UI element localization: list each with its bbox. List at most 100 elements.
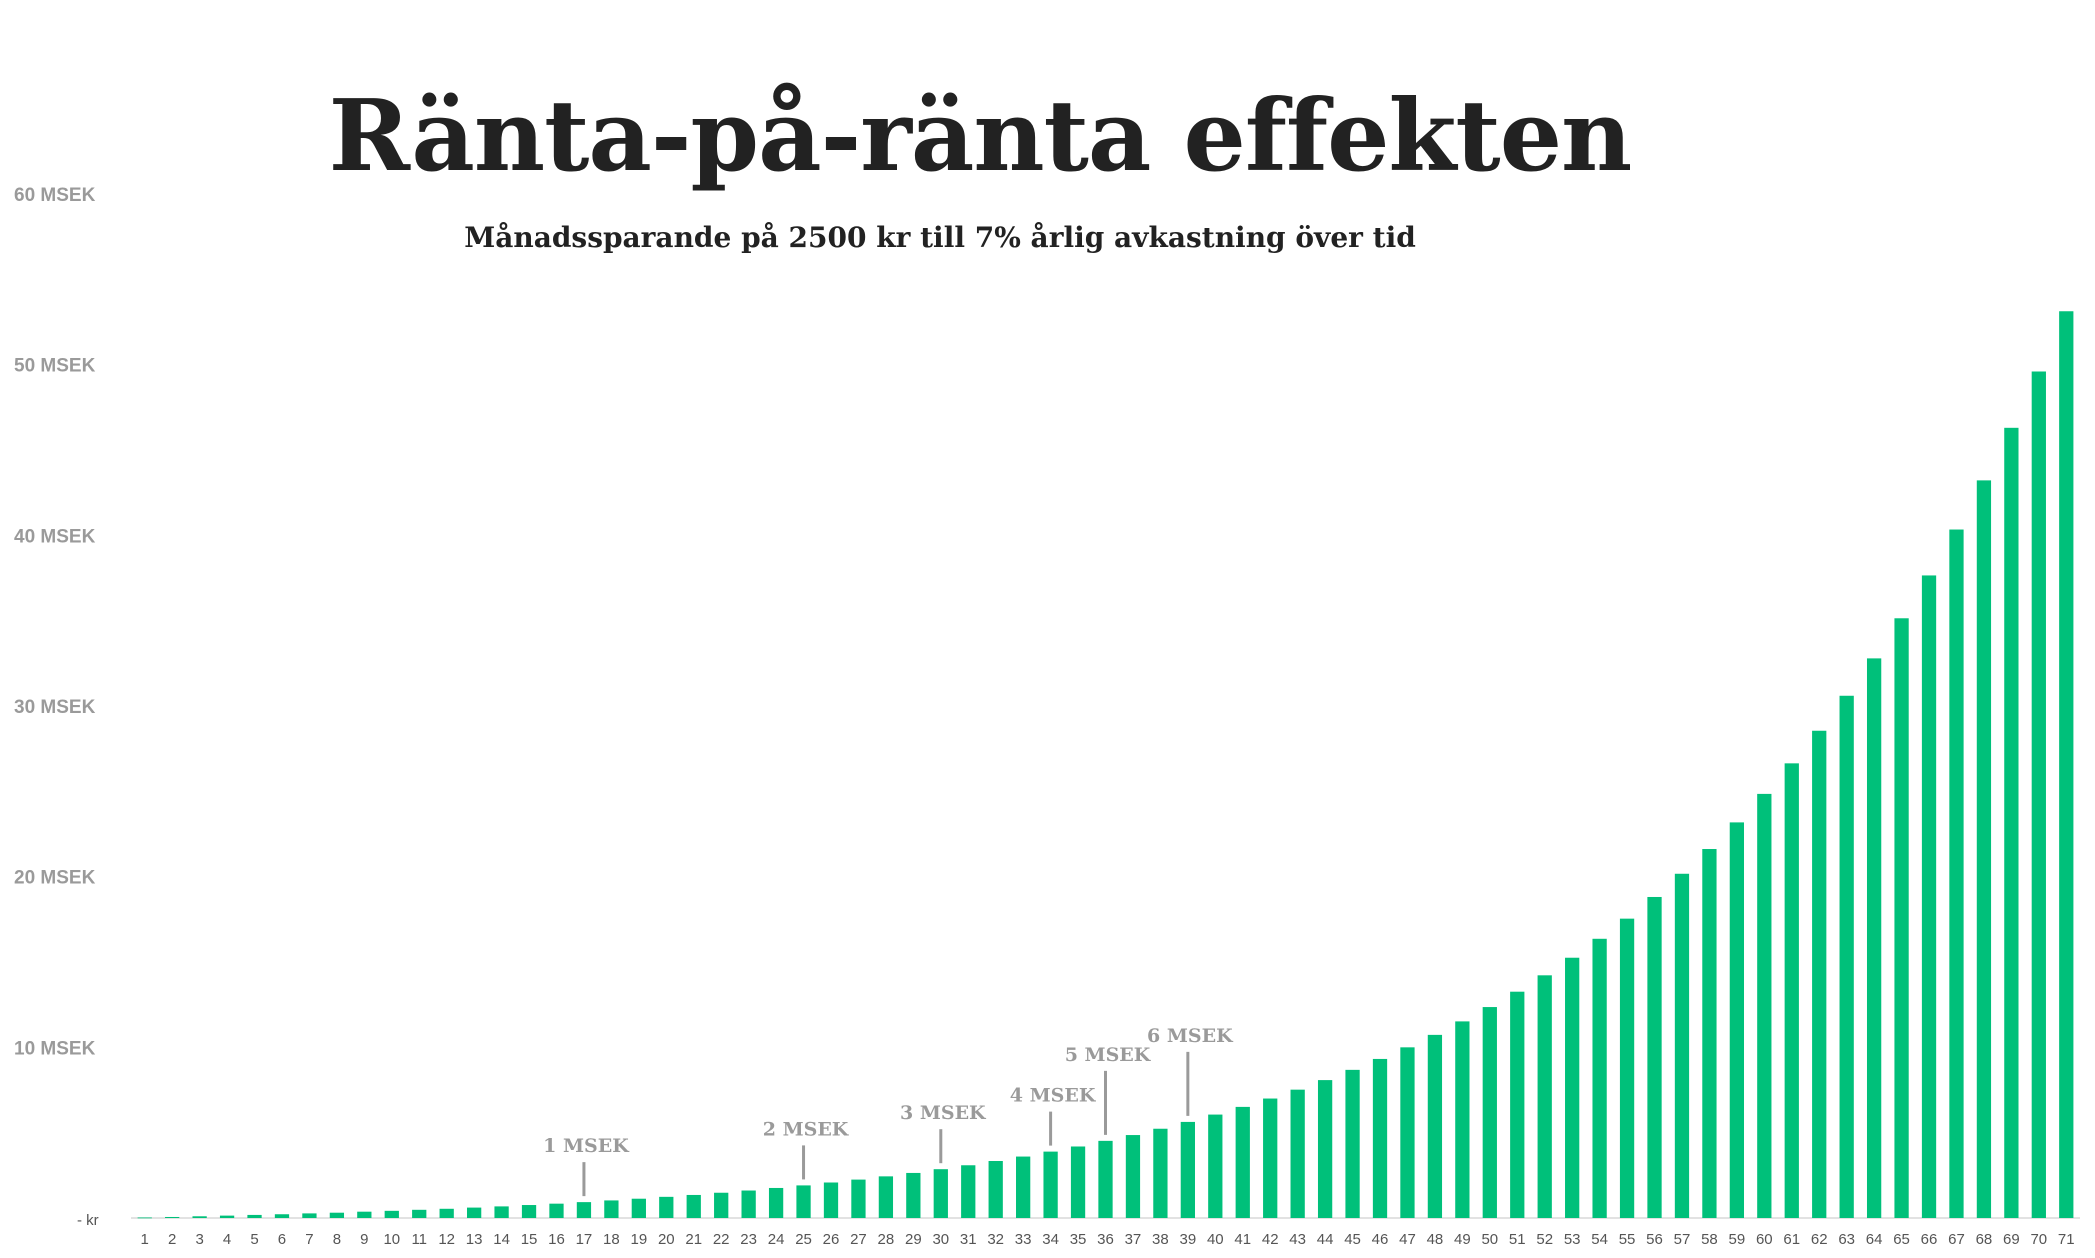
x-tick-label: 3 <box>195 1231 203 1248</box>
x-tick-label: 15 <box>521 1231 538 1248</box>
bar <box>384 1210 399 1218</box>
x-tick-label: 25 <box>795 1231 812 1248</box>
annotation-label: 5 MSEK <box>1065 1044 1152 1066</box>
bar <box>137 1217 152 1219</box>
bar <box>906 1172 921 1218</box>
bar <box>1070 1146 1086 1218</box>
bar <box>1647 896 1662 1218</box>
x-tick-label: 10 <box>383 1231 400 1248</box>
bar <box>1235 1106 1250 1218</box>
bar <box>219 1215 235 1218</box>
x-tick-label: 47 <box>1399 1231 1416 1248</box>
bar <box>1098 1140 1113 1218</box>
bar <box>1894 618 1909 1218</box>
bar <box>357 1211 372 1218</box>
bar <box>659 1196 674 1218</box>
x-tick-label: 56 <box>1646 1231 1663 1248</box>
x-tick-label: 37 <box>1125 1231 1142 1248</box>
bar <box>2004 427 2019 1218</box>
y-tick-label: 10 MSEK <box>14 1038 96 1059</box>
x-tick-label: 11 <box>411 1231 427 1248</box>
x-tick-label: 34 <box>1042 1231 1059 1248</box>
x-tick-label: 68 <box>1976 1231 1993 1248</box>
x-tick-label: 64 <box>1866 1231 1883 1248</box>
bar <box>1812 730 1827 1218</box>
bar <box>1784 763 1799 1218</box>
x-tick-label: 61 <box>1783 1231 1800 1248</box>
bar <box>247 1214 262 1218</box>
y-axis: - kr 10 MSEK 20 MSEK 30 MSEK 40 MSEK 50 MSEK 6… <box>14 185 99 1229</box>
bar <box>466 1207 482 1218</box>
x-tick-label: 59 <box>1729 1231 1746 1248</box>
bar <box>1317 1080 1333 1218</box>
bar <box>1016 1156 1031 1218</box>
bar <box>1949 529 1964 1218</box>
x-tick-label: 66 <box>1921 1231 1938 1248</box>
x-tick-label: 8 <box>333 1231 341 1248</box>
y-tick-label: 20 MSEK <box>14 868 96 889</box>
x-tick-label: 33 <box>1015 1231 1032 1248</box>
x-tick-label: 44 <box>1317 1231 1334 1248</box>
bar <box>1839 695 1854 1218</box>
y-tick-label: - kr <box>77 1212 99 1229</box>
bar <box>1592 938 1607 1218</box>
bar <box>165 1216 180 1218</box>
x-tick-label: 58 <box>1701 1231 1718 1248</box>
x-tick-label: 35 <box>1070 1231 1087 1248</box>
bar <box>1674 873 1690 1218</box>
bar <box>2059 311 2074 1218</box>
x-tick-label: 43 <box>1289 1231 1306 1248</box>
x-tick-label: 53 <box>1564 1231 1581 1248</box>
x-tick-label: 17 <box>576 1231 593 1248</box>
bar <box>576 1202 592 1218</box>
x-tick-label: 5 <box>250 1231 258 1248</box>
bar <box>1372 1058 1388 1218</box>
x-tick-label: 13 <box>466 1231 483 1248</box>
x-tick-label: 23 <box>740 1231 757 1248</box>
bar <box>1043 1151 1058 1218</box>
bar <box>1619 918 1635 1218</box>
x-tick-label: 21 <box>685 1231 702 1248</box>
x-tick-label: 51 <box>1509 1231 1526 1248</box>
x-tick-label: 28 <box>878 1231 895 1248</box>
bar <box>1400 1047 1415 1218</box>
y-tick-label: 30 MSEK <box>14 697 96 718</box>
x-tick-label: 38 <box>1152 1231 1169 1248</box>
x-tick-label: 65 <box>1893 1231 1910 1248</box>
bar <box>1125 1135 1141 1218</box>
x-tick-label: 20 <box>658 1231 675 1248</box>
bar <box>2031 371 2046 1218</box>
x-tick-label: 32 <box>987 1231 1004 1248</box>
x-tick-label: 55 <box>1619 1231 1636 1248</box>
x-tick-label: 9 <box>360 1231 368 1248</box>
bar <box>1290 1089 1305 1218</box>
x-tick-label: 45 <box>1344 1231 1361 1248</box>
x-tick-label: 29 <box>905 1231 922 1248</box>
bar <box>851 1179 866 1218</box>
bar <box>686 1194 701 1218</box>
chart-title: Ränta-på-ränta effekten <box>329 79 1632 194</box>
x-tick-label: 46 <box>1372 1231 1389 1248</box>
bar <box>1455 1021 1470 1218</box>
bar <box>1976 480 1992 1218</box>
bar <box>988 1160 1003 1218</box>
bar <box>1921 575 1937 1218</box>
bar <box>933 1169 948 1218</box>
bar <box>1510 991 1525 1218</box>
chart-subtitle: Månadssparande på 2500 kr till 7% årlig … <box>464 221 1416 254</box>
x-tick-label: 42 <box>1262 1231 1279 1248</box>
bar <box>1866 658 1882 1218</box>
bar <box>1263 1098 1278 1218</box>
annotation-label: 1 MSEK <box>543 1135 630 1157</box>
bar <box>961 1165 976 1218</box>
x-tick-label: 40 <box>1207 1231 1224 1248</box>
x-axis: 1 2 3 4 5 6 7 8 9 10 11 12 13 14 15 16 17 18 19 20 21 22 23 24 2… <box>141 1231 2075 1248</box>
annotation-label: 3 MSEK <box>900 1102 987 1124</box>
x-tick-label: 6 <box>278 1231 286 1248</box>
x-tick-label: 7 <box>305 1231 313 1248</box>
x-tick-label: 30 <box>932 1231 949 1248</box>
bar <box>494 1206 509 1218</box>
bar <box>1565 957 1580 1218</box>
bar <box>1180 1121 1195 1218</box>
